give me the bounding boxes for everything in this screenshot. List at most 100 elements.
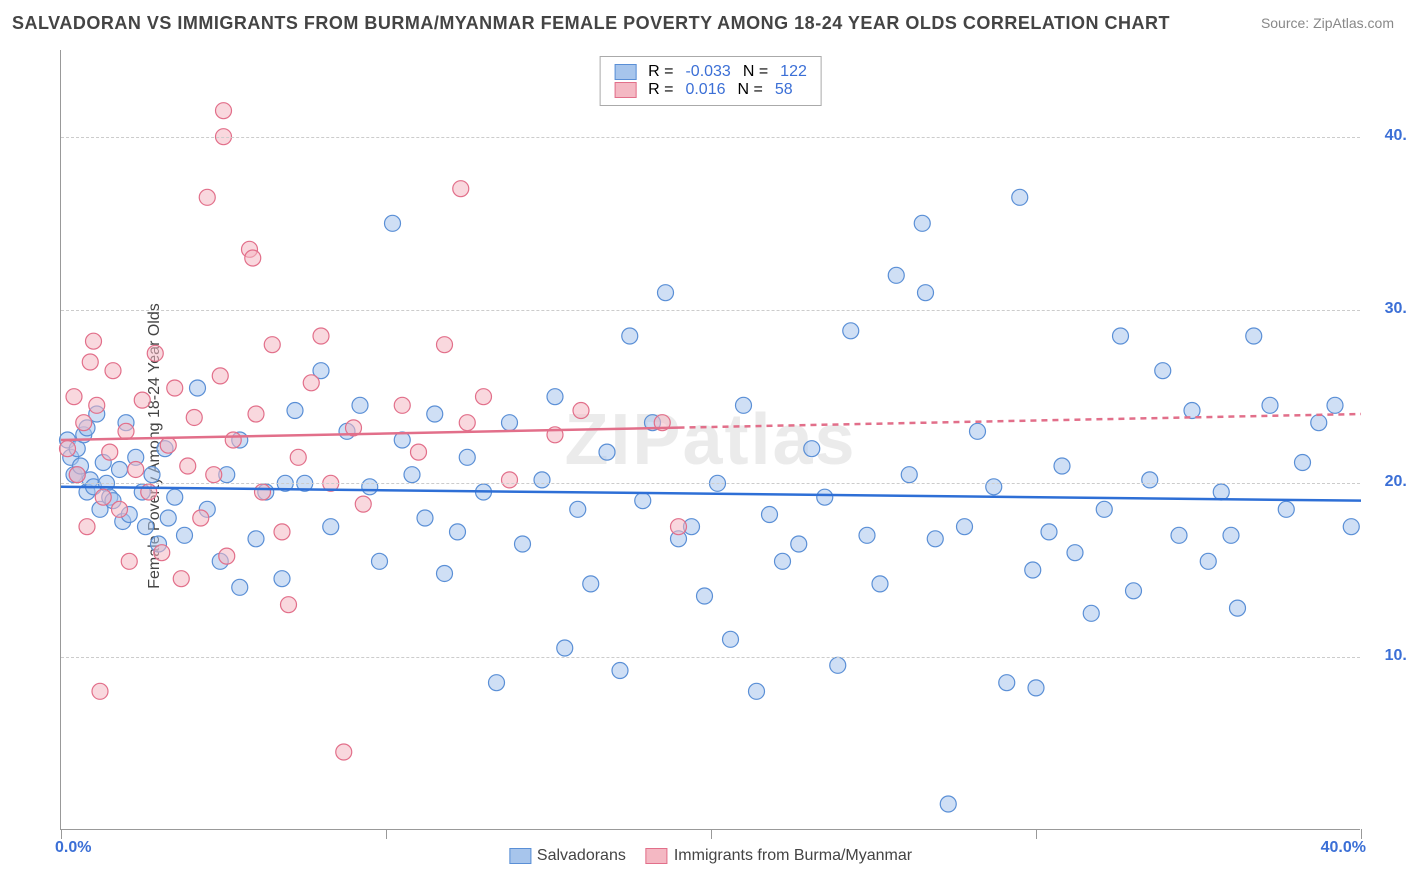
legend-series-label-1: Immigrants from Burma/Myanmar bbox=[674, 847, 912, 865]
legend-stats-row-0: R = -0.033 N = 122 bbox=[614, 63, 807, 81]
x-tick-mark bbox=[1361, 829, 1362, 839]
x-tick-mark bbox=[386, 829, 387, 839]
data-point bbox=[323, 519, 339, 535]
legend-n-label: N = bbox=[743, 63, 768, 81]
grid-line bbox=[61, 310, 1360, 311]
data-point bbox=[1067, 545, 1083, 561]
x-tick-left: 0.0% bbox=[55, 839, 91, 857]
title-bar: SALVADORAN VS IMMIGRANTS FROM BURMA/MYAN… bbox=[12, 8, 1394, 38]
data-point bbox=[281, 597, 297, 613]
data-point bbox=[160, 510, 176, 526]
data-point bbox=[437, 565, 453, 581]
data-point bbox=[775, 553, 791, 569]
data-point bbox=[274, 524, 290, 540]
data-point bbox=[476, 389, 492, 405]
data-point bbox=[830, 657, 846, 673]
data-point bbox=[723, 631, 739, 647]
data-point bbox=[417, 510, 433, 526]
data-point bbox=[859, 527, 875, 543]
data-point bbox=[290, 449, 306, 465]
data-point bbox=[199, 189, 215, 205]
legend-n-value-0: 122 bbox=[780, 63, 807, 81]
data-point bbox=[1041, 524, 1057, 540]
data-point bbox=[128, 461, 144, 477]
data-point bbox=[970, 423, 986, 439]
y-tick-label: 20.0% bbox=[1385, 473, 1406, 491]
data-point bbox=[427, 406, 443, 422]
x-tick-mark bbox=[711, 829, 712, 839]
data-point bbox=[534, 472, 550, 488]
chart-title: SALVADORAN VS IMMIGRANTS FROM BURMA/MYAN… bbox=[12, 13, 1170, 34]
data-point bbox=[225, 432, 241, 448]
data-point bbox=[1083, 605, 1099, 621]
data-point bbox=[1113, 328, 1129, 344]
data-point bbox=[372, 553, 388, 569]
data-point bbox=[843, 323, 859, 339]
legend-swatch-1 bbox=[614, 82, 636, 98]
legend-item-0: Salvadorans bbox=[509, 847, 626, 865]
data-point bbox=[1223, 527, 1239, 543]
data-point bbox=[817, 489, 833, 505]
data-point bbox=[167, 380, 183, 396]
data-point bbox=[66, 389, 82, 405]
data-point bbox=[232, 579, 248, 595]
data-point bbox=[749, 683, 765, 699]
data-point bbox=[622, 328, 638, 344]
legend-stats: R = -0.033 N = 122 R = 0.016 N = 58 bbox=[599, 56, 822, 106]
data-point bbox=[599, 444, 615, 460]
legend-r-label: R = bbox=[648, 81, 673, 99]
data-point bbox=[121, 553, 137, 569]
data-point bbox=[138, 519, 154, 535]
data-point bbox=[385, 215, 401, 231]
data-point bbox=[999, 675, 1015, 691]
data-point bbox=[336, 744, 352, 760]
data-point bbox=[177, 527, 193, 543]
data-point bbox=[1327, 397, 1343, 413]
data-point bbox=[118, 423, 134, 439]
data-point bbox=[612, 663, 628, 679]
data-point bbox=[404, 467, 420, 483]
data-point bbox=[489, 675, 505, 691]
data-point bbox=[1142, 472, 1158, 488]
data-point bbox=[791, 536, 807, 552]
regression-line-extrapolated bbox=[679, 414, 1362, 428]
data-point bbox=[186, 409, 202, 425]
data-point bbox=[1012, 189, 1028, 205]
chart-container: SALVADORAN VS IMMIGRANTS FROM BURMA/MYAN… bbox=[0, 0, 1406, 892]
data-point bbox=[450, 524, 466, 540]
data-point bbox=[255, 484, 271, 500]
data-point bbox=[957, 519, 973, 535]
grid-line bbox=[61, 483, 1360, 484]
data-point bbox=[986, 479, 1002, 495]
data-point bbox=[355, 496, 371, 512]
data-point bbox=[1171, 527, 1187, 543]
data-point bbox=[1028, 680, 1044, 696]
data-point bbox=[112, 461, 128, 477]
data-point bbox=[927, 531, 943, 547]
data-point bbox=[303, 375, 319, 391]
data-point bbox=[872, 576, 888, 592]
y-tick-label: 30.0% bbox=[1385, 300, 1406, 318]
grid-line bbox=[61, 657, 1360, 658]
data-point bbox=[515, 536, 531, 552]
legend-r-value-0: -0.033 bbox=[685, 63, 730, 81]
data-point bbox=[762, 507, 778, 523]
data-point bbox=[453, 181, 469, 197]
grid-line bbox=[61, 137, 1360, 138]
data-point bbox=[274, 571, 290, 587]
data-point bbox=[1246, 328, 1262, 344]
data-point bbox=[95, 489, 111, 505]
data-point bbox=[914, 215, 930, 231]
data-point bbox=[570, 501, 586, 517]
scatter-svg bbox=[61, 50, 1360, 829]
y-tick-label: 10.0% bbox=[1385, 647, 1406, 665]
data-point bbox=[362, 479, 378, 495]
data-point bbox=[92, 683, 108, 699]
legend-bottom-swatch-0 bbox=[509, 848, 531, 864]
data-point bbox=[901, 467, 917, 483]
data-point bbox=[76, 415, 92, 431]
data-point bbox=[147, 345, 163, 361]
data-point bbox=[437, 337, 453, 353]
legend-r-label: R = bbox=[648, 63, 673, 81]
data-point bbox=[1311, 415, 1327, 431]
